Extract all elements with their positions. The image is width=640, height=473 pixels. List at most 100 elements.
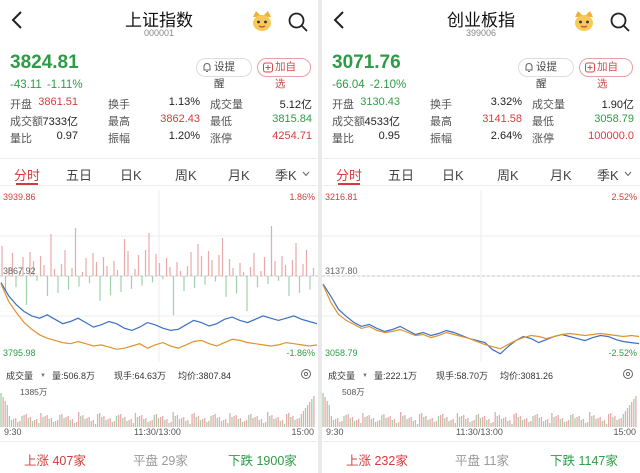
price-change: -43.11 -1.11% (10, 79, 83, 91)
add-watchlist-button[interactable]: 加自选 (579, 58, 633, 90)
stat-label: 换手 (430, 99, 452, 111)
gear-icon[interactable] (300, 368, 312, 380)
volume-max-label: 508万 (342, 387, 365, 397)
tab-5[interactable]: 季K (597, 168, 619, 183)
stat-label: 成交量 (210, 99, 243, 111)
chart-max-label: 3216.81 (325, 192, 358, 202)
stat-value: 3141.58 (482, 113, 522, 125)
mascot-icon[interactable] (250, 9, 274, 33)
tab-4[interactable]: 月K (550, 168, 572, 183)
chart-prev-close-label: 3137.80 (325, 266, 358, 276)
change-value: -66.04 (332, 79, 365, 91)
average-price-value: 均价:3081.26 (500, 371, 554, 381)
stat-value: 100000.0 (588, 130, 634, 142)
volume-max-label: 1385万 (20, 387, 47, 397)
series-line-0 (322, 283, 640, 355)
header: 上证指数 000001 (0, 0, 318, 46)
stats-grid: 开盘 3130.43 换手 3.32% 成交量 1.90亿 成交额 4533亿 最高 3141.5… (332, 96, 634, 147)
market-breadth-footer: 上涨 407家 平盘 29家 下跌 1900家 (0, 441, 318, 473)
stat-value: 5.12亿 (279, 99, 312, 111)
page-title: 创业板指 (447, 11, 515, 30)
active-tab-indicator (338, 183, 360, 185)
quote-panel: 创业板指 399006 3071.76 -66.04 -2.10% 设提醒 加自选 开盘 31… (322, 0, 640, 473)
set-alert-button[interactable]: 设提醒 (518, 58, 574, 90)
market-breadth-footer: 上涨 232家 平盘 11家 下跌 1147家 (322, 441, 640, 473)
stat-value: 3130.43 (360, 96, 400, 108)
tab-4[interactable]: 月K (228, 168, 250, 183)
volume-value: 量:506.8万 (52, 371, 96, 381)
tab-2[interactable]: 日K (120, 168, 142, 183)
average-price-value: 均价:3807.84 (178, 371, 232, 381)
add-watchlist-label: 加自选 (275, 61, 296, 90)
stat-value: 3862.43 (160, 113, 200, 125)
volume-info-bar: 成交量 ▼ 量:506.8万 现手:64.63万 均价:3807.84 (0, 366, 318, 383)
set-alert-button[interactable]: 设提醒 (196, 58, 252, 90)
time-mid: 11:30/13:00 (134, 427, 181, 437)
add-watchlist-button[interactable]: 加自选 (257, 58, 311, 90)
tab-1[interactable]: 五日 (388, 168, 415, 183)
tab-2[interactable]: 日K (442, 168, 464, 183)
stats-row: 开盘 3130.43 换手 3.32% 成交量 1.90亿 (332, 96, 634, 113)
chevron-down-icon[interactable] (624, 171, 632, 177)
back-arrow-icon[interactable] (330, 9, 348, 31)
page-title: 上证指数 (125, 11, 193, 30)
header: 创业板指 399006 (322, 0, 640, 46)
stat-value: 4254.71 (272, 130, 312, 142)
stats-row: 成交额 7333亿 最高 3862.43 最低 3815.84 (10, 113, 312, 130)
intraday-chart: 3939.86 3867.92 3795.98 1.86% -1.86% (0, 190, 318, 362)
series-line-1 (0, 283, 318, 350)
add-watchlist-label: 加自选 (597, 61, 618, 90)
chart-max-label: 3939.86 (3, 192, 36, 202)
volume-title[interactable]: 成交量 (6, 371, 34, 381)
stats-row: 开盘 3861.51 换手 1.13% 成交量 5.12亿 (10, 96, 312, 113)
stat-label: 量比 (10, 133, 32, 145)
current-hand-value: 现手:58.70万 (436, 371, 489, 381)
stat-value: 0.95 (378, 130, 400, 142)
search-icon[interactable] (609, 11, 631, 33)
tab-3[interactable]: 周K (497, 168, 519, 183)
search-icon[interactable] (287, 11, 309, 33)
mascot-icon[interactable] (572, 9, 596, 33)
stat-value: 3815.84 (272, 113, 312, 125)
volume-chart: 1385万 (0, 387, 315, 427)
change-value: -43.11 (10, 79, 42, 91)
stat-label: 开盘 (332, 99, 354, 111)
tab-0[interactable]: 分时 (336, 168, 363, 183)
tab-3[interactable]: 周K (175, 168, 197, 183)
panel-divider (318, 0, 322, 473)
bell-icon (203, 62, 211, 72)
chart-min-label: 3058.79 (325, 348, 358, 358)
chart-tabs: 分时 五日 日K 周K 月K 季K (0, 158, 318, 186)
chart-min-label: 3795.98 (3, 348, 36, 358)
stat-value: 3861.51 (38, 96, 78, 108)
chevron-down-icon[interactable] (302, 171, 310, 177)
chart-max-pct-label: 1.86% (289, 192, 315, 202)
volume-dropdown-icon[interactable]: ▼ (40, 373, 46, 379)
volume-info-bar: 成交量 ▼ 量:222.1万 现手:58.70万 均价:3081.26 (322, 366, 640, 383)
series-line-0 (0, 282, 318, 332)
stat-label: 最高 (430, 116, 452, 128)
stat-value: 3.32% (490, 96, 522, 108)
stat-label: 成交量 (532, 99, 565, 111)
back-arrow-icon[interactable] (8, 9, 26, 31)
time-end: 15:00 (291, 427, 314, 437)
bell-icon (525, 62, 533, 72)
stat-value: 1.13% (168, 96, 200, 108)
stat-value: 1.20% (168, 130, 200, 142)
unchanged-count: 平盘 11家 (455, 454, 509, 468)
tab-5[interactable]: 季K (275, 168, 297, 183)
stats-grid: 开盘 3861.51 换手 1.13% 成交量 5.12亿 成交额 7333亿 最高 3862.4… (10, 96, 312, 147)
stat-label: 最高 (108, 116, 130, 128)
plus-icon (585, 62, 595, 73)
active-tab-indicator (16, 183, 38, 185)
volume-title[interactable]: 成交量 (328, 371, 356, 381)
volume-dropdown-icon[interactable]: ▼ (362, 373, 368, 379)
price-change: -66.04 -2.10% (332, 79, 406, 91)
intraday-chart: 3216.81 3137.80 3058.79 2.52% -2.52% (322, 190, 640, 362)
stat-value: 7333亿 (42, 116, 78, 128)
time-mid: 11:30/13:00 (456, 427, 503, 437)
tab-1[interactable]: 五日 (66, 168, 93, 183)
stat-label: 成交额 (332, 116, 365, 128)
gear-icon[interactable] (622, 368, 634, 380)
tab-0[interactable]: 分时 (14, 168, 41, 183)
